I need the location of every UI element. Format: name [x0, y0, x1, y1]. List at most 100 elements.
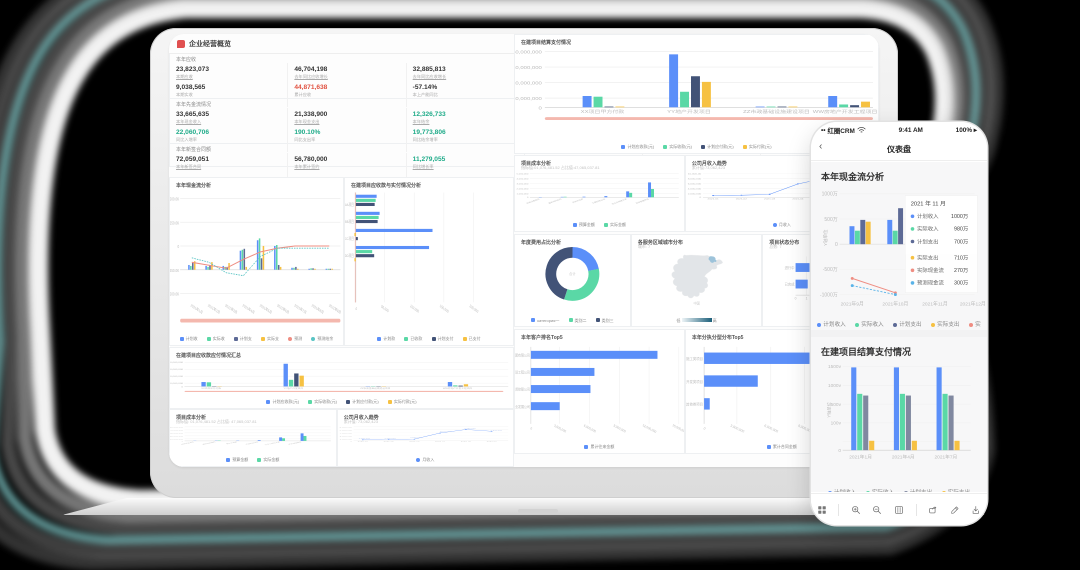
svg-text:XX项目甲方付款: XX项目甲方付款 [581, 108, 625, 115]
svg-text:建筑材料采购: 建筑材料采购 [201, 441, 217, 445]
svg-text:6,000,000: 6,000,000 [688, 184, 702, 186]
svg-text:2021年12月: 2021年12月 [960, 300, 986, 307]
svg-text:30,000,000: 30,000,000 [170, 369, 184, 371]
svg-text:2021年7月: 2021年7月 [935, 454, 958, 461]
svg-text:710万: 710万 [954, 255, 969, 262]
svg-text:0: 0 [539, 106, 542, 111]
svg-text:2021-01: 2021-01 [707, 199, 719, 201]
svg-text:2021年1月: 2021年1月 [849, 454, 872, 461]
svg-text:已完成: 已完成 [785, 282, 796, 287]
svg-text:Y轴单位: Y轴单位 [826, 401, 833, 417]
svg-text:2021年9月: 2021年9月 [841, 300, 864, 307]
svg-text:0: 0 [182, 441, 185, 442]
svg-text:2021年4月: 2021年4月 [892, 454, 915, 461]
svg-text:1000万: 1000万 [822, 192, 838, 198]
svg-text:安全文明施工费: 安全文明施工费 [263, 441, 281, 446]
svg-text:6,000,000: 6,000,000 [583, 424, 597, 434]
svg-text:BBB建设工程公司: BBB建设工程公司 [515, 369, 530, 374]
svg-text:实际现金流: 实际现金流 [917, 266, 944, 274]
svg-text:CCC投资控股公司: CCC投资控股公司 [515, 387, 530, 392]
svg-text:实际支出: 实际支出 [917, 254, 939, 262]
svg-text:进行中: 进行中 [785, 265, 795, 270]
svg-text:3,000,000: 3,000,000 [517, 184, 530, 185]
svg-text:Y轴单位: Y轴单位 [822, 229, 829, 246]
svg-text:AAA集团有限公司: AAA集团有限公司 [515, 352, 530, 357]
svg-text:6,000,000: 6,000,000 [339, 430, 352, 431]
svg-text:980万: 980万 [954, 226, 969, 233]
svg-text:0: 0 [177, 245, 179, 250]
svg-text:40,000,000: 40,000,000 [170, 430, 184, 431]
svg-text:0: 0 [835, 242, 838, 248]
svg-text:YY地产开发项目: YY地产开发项目 [667, 108, 711, 115]
svg-text:YY地产开发项目: YY地产开发项目 [283, 387, 303, 390]
svg-text:2021年9月: 2021年9月 [328, 302, 342, 315]
svg-text:合计: 合计 [569, 271, 576, 276]
svg-text:8,000,000: 8,000,000 [339, 427, 352, 428]
svg-text:2021-06: 2021-06 [486, 441, 497, 442]
svg-text:2021-04: 2021-04 [435, 441, 446, 442]
svg-text:0: 0 [530, 426, 533, 431]
svg-text:9,000,000: 9,000,000 [613, 424, 627, 434]
svg-text:WW房地产开发工程项目: WW房地产开发工程项目 [443, 387, 472, 390]
svg-text:工程机械台班: 工程机械台班 [591, 198, 606, 205]
svg-text:2021-02: 2021-02 [383, 441, 394, 442]
svg-text:300万: 300万 [954, 280, 969, 287]
svg-text:计划支出: 计划支出 [917, 237, 939, 245]
svg-text:1,120,000: 1,120,000 [384, 438, 395, 439]
svg-text:50,000: 50,000 [380, 304, 389, 313]
svg-text:0: 0 [350, 441, 353, 442]
svg-text:AAA项目: AAA项目 [345, 202, 354, 207]
svg-text:10,000,000: 10,000,000 [515, 97, 542, 102]
svg-text:60,000,000: 60,000,000 [515, 50, 542, 55]
svg-text:DDD项目: DDD项目 [345, 253, 354, 258]
svg-text:20,000,000: 20,000,000 [170, 376, 184, 378]
svg-text:-500万: -500万 [823, 267, 838, 273]
svg-text:房地产开发类项目: 房地产开发类项目 [686, 379, 703, 384]
svg-text:其他类项目: 其他类项目 [686, 402, 703, 407]
svg-text:0: 0 [181, 386, 183, 388]
svg-text:0: 0 [795, 296, 797, 300]
svg-text:40,000,000: 40,000,000 [170, 362, 184, 364]
svg-text:预测现金流: 预测现金流 [917, 279, 944, 287]
svg-text:2021年4月: 2021年4月 [242, 302, 256, 315]
svg-text:500.0K: 500.0K [170, 197, 180, 202]
svg-text:100,000: 100,000 [409, 303, 419, 313]
svg-text:4,000,000: 4,000,000 [339, 433, 352, 434]
svg-text:1,080,000: 1,080,000 [358, 438, 369, 439]
svg-text:5,870,000: 5,870,000 [490, 430, 501, 431]
svg-text:500万: 500万 [824, 217, 837, 223]
svg-text:5,740,000: 5,740,000 [440, 431, 451, 432]
svg-text:工程机械台班: 工程机械台班 [244, 441, 260, 445]
svg-text:ZZ市政基础设施建设项目: ZZ市政基础设施建设项目 [743, 108, 810, 115]
svg-text:1000万: 1000万 [951, 213, 969, 220]
svg-text:项目管理费用: 项目管理费用 [634, 198, 649, 205]
svg-text:1: 1 [806, 296, 808, 300]
svg-text:工程施工类项目: 工程施工类项目 [686, 356, 703, 361]
svg-text:1,000,000: 1,000,000 [517, 194, 530, 195]
svg-text:12,000,000: 12,000,000 [642, 423, 657, 434]
svg-text:2021年2月: 2021年2月 [207, 302, 221, 315]
svg-text:2021年1月: 2021年1月 [190, 302, 204, 315]
svg-text:WW房地产开发工程项目: WW房地产开发工程项目 [813, 108, 878, 115]
svg-text:4,000,000: 4,000,000 [517, 179, 530, 180]
svg-text:-250.0K: -250.0K [170, 268, 180, 273]
svg-text:200,000: 200,000 [469, 303, 479, 313]
svg-text:1000v: 1000v [828, 383, 842, 389]
svg-text:BBB项目: BBB项目 [345, 219, 354, 224]
svg-text:2021年8月: 2021年8月 [311, 302, 325, 315]
svg-text:中国: 中国 [693, 300, 699, 305]
svg-text:15,000,000: 15,000,000 [672, 423, 684, 434]
svg-text:劳务外包费: 劳务外包费 [571, 198, 584, 204]
svg-text:500v: 500v [831, 402, 842, 408]
svg-text:50,000,000: 50,000,000 [170, 427, 184, 428]
svg-text:-1000万: -1000万 [820, 292, 838, 298]
svg-text:1,000,000: 1,000,000 [339, 439, 352, 440]
svg-text:10,000,000: 10,000,000 [170, 383, 184, 385]
svg-text:ZZ市政基础设施建设项目: ZZ市政基础设施建设项目 [360, 387, 390, 390]
svg-text:2021-04: 2021-04 [792, 199, 804, 201]
svg-text:2021年10月: 2021年10月 [882, 300, 908, 307]
svg-text:0: 0 [838, 448, 841, 454]
svg-text:2,000,000: 2,000,000 [339, 436, 352, 437]
svg-text:2021-03: 2021-03 [409, 441, 420, 442]
svg-text:0: 0 [703, 427, 706, 431]
